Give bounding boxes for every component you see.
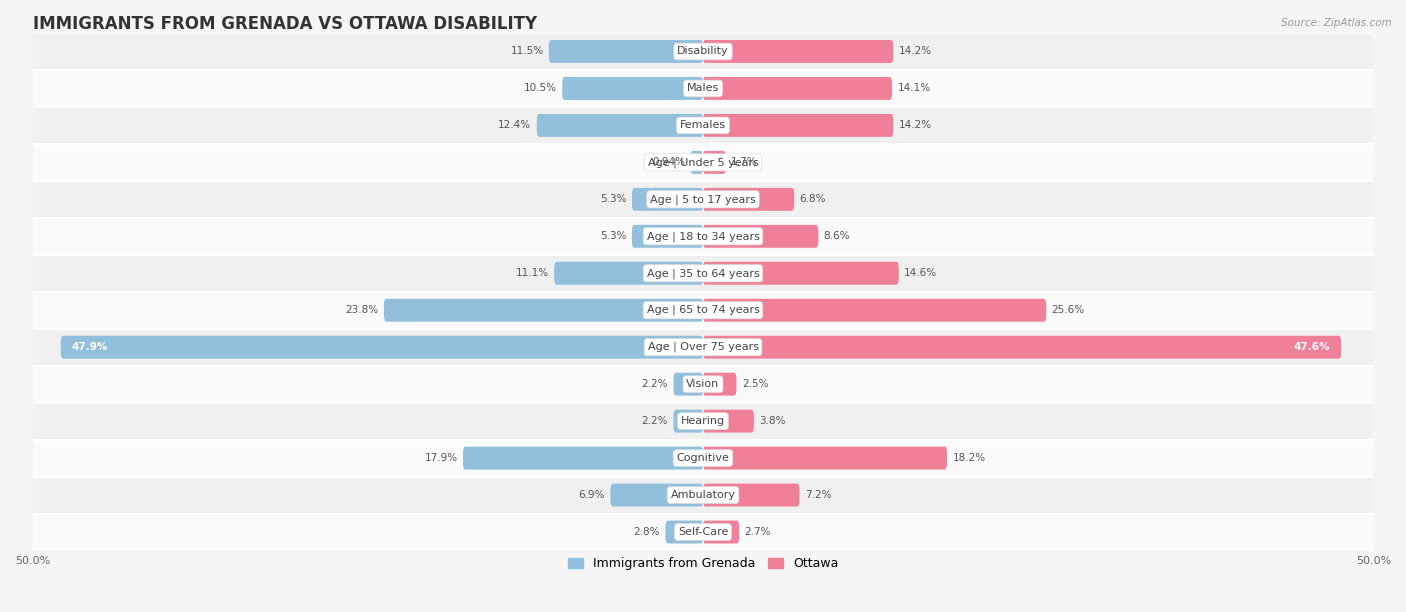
FancyBboxPatch shape [610,483,703,507]
Text: 12.4%: 12.4% [498,121,531,130]
Text: 14.2%: 14.2% [898,121,932,130]
Text: Self-Care: Self-Care [678,527,728,537]
Text: 18.2%: 18.2% [952,453,986,463]
Text: 47.9%: 47.9% [72,342,108,352]
Bar [32,329,1374,366]
Bar [32,292,1374,329]
Text: 14.1%: 14.1% [897,83,931,94]
Text: Females: Females [681,121,725,130]
Bar [32,181,1374,218]
Text: 5.3%: 5.3% [600,195,627,204]
Text: 17.9%: 17.9% [425,453,457,463]
FancyBboxPatch shape [703,336,1341,359]
Text: 8.6%: 8.6% [824,231,851,241]
Text: 11.1%: 11.1% [516,268,548,278]
FancyBboxPatch shape [703,114,893,137]
FancyBboxPatch shape [537,114,703,137]
FancyBboxPatch shape [673,409,703,433]
Text: Vision: Vision [686,379,720,389]
FancyBboxPatch shape [703,40,893,63]
FancyBboxPatch shape [703,262,898,285]
Text: Age | Over 75 years: Age | Over 75 years [648,342,758,353]
FancyBboxPatch shape [554,262,703,285]
Text: 6.9%: 6.9% [579,490,605,500]
Text: 0.94%: 0.94% [652,157,685,167]
Bar [32,439,1374,477]
FancyBboxPatch shape [703,521,740,543]
FancyBboxPatch shape [703,447,948,469]
Bar [32,144,1374,181]
Text: 5.3%: 5.3% [600,231,627,241]
FancyBboxPatch shape [703,225,818,248]
Text: Age | 5 to 17 years: Age | 5 to 17 years [650,194,756,204]
Text: 25.6%: 25.6% [1052,305,1084,315]
Text: Age | Under 5 years: Age | Under 5 years [648,157,758,168]
Text: 3.8%: 3.8% [759,416,786,426]
Text: 2.2%: 2.2% [641,416,668,426]
Text: 10.5%: 10.5% [524,83,557,94]
FancyBboxPatch shape [548,40,703,63]
FancyBboxPatch shape [673,373,703,395]
Text: Source: ZipAtlas.com: Source: ZipAtlas.com [1281,18,1392,28]
Text: 2.5%: 2.5% [742,379,769,389]
Legend: Immigrants from Grenada, Ottawa: Immigrants from Grenada, Ottawa [562,552,844,575]
FancyBboxPatch shape [703,373,737,395]
FancyBboxPatch shape [384,299,703,322]
FancyBboxPatch shape [703,299,1046,322]
FancyBboxPatch shape [703,409,754,433]
FancyBboxPatch shape [703,151,725,174]
Bar [32,33,1374,70]
FancyBboxPatch shape [703,188,794,211]
Text: 14.2%: 14.2% [898,47,932,56]
Bar [32,70,1374,107]
FancyBboxPatch shape [703,77,891,100]
FancyBboxPatch shape [703,483,800,507]
Text: Ambulatory: Ambulatory [671,490,735,500]
Text: 2.7%: 2.7% [745,527,770,537]
Text: Age | 65 to 74 years: Age | 65 to 74 years [647,305,759,315]
FancyBboxPatch shape [463,447,703,469]
Text: 7.2%: 7.2% [804,490,831,500]
Bar [32,403,1374,439]
Text: Hearing: Hearing [681,416,725,426]
FancyBboxPatch shape [665,521,703,543]
Bar [32,366,1374,403]
FancyBboxPatch shape [631,225,703,248]
Text: 47.6%: 47.6% [1294,342,1330,352]
Text: Disability: Disability [678,47,728,56]
Bar [32,218,1374,255]
Text: Age | 18 to 34 years: Age | 18 to 34 years [647,231,759,242]
Text: Age | 35 to 64 years: Age | 35 to 64 years [647,268,759,278]
FancyBboxPatch shape [562,77,703,100]
Text: 2.8%: 2.8% [634,527,659,537]
Text: 23.8%: 23.8% [346,305,378,315]
FancyBboxPatch shape [631,188,703,211]
Bar [32,513,1374,551]
Text: 2.2%: 2.2% [641,379,668,389]
Text: 11.5%: 11.5% [510,47,544,56]
Text: Males: Males [688,83,718,94]
Bar [32,255,1374,292]
Text: 14.6%: 14.6% [904,268,938,278]
Text: Cognitive: Cognitive [676,453,730,463]
Text: IMMIGRANTS FROM GRENADA VS OTTAWA DISABILITY: IMMIGRANTS FROM GRENADA VS OTTAWA DISABI… [32,15,537,33]
FancyBboxPatch shape [60,336,703,359]
Bar [32,107,1374,144]
Bar [32,477,1374,513]
Text: 1.7%: 1.7% [731,157,758,167]
FancyBboxPatch shape [690,151,703,174]
Text: 6.8%: 6.8% [800,195,827,204]
